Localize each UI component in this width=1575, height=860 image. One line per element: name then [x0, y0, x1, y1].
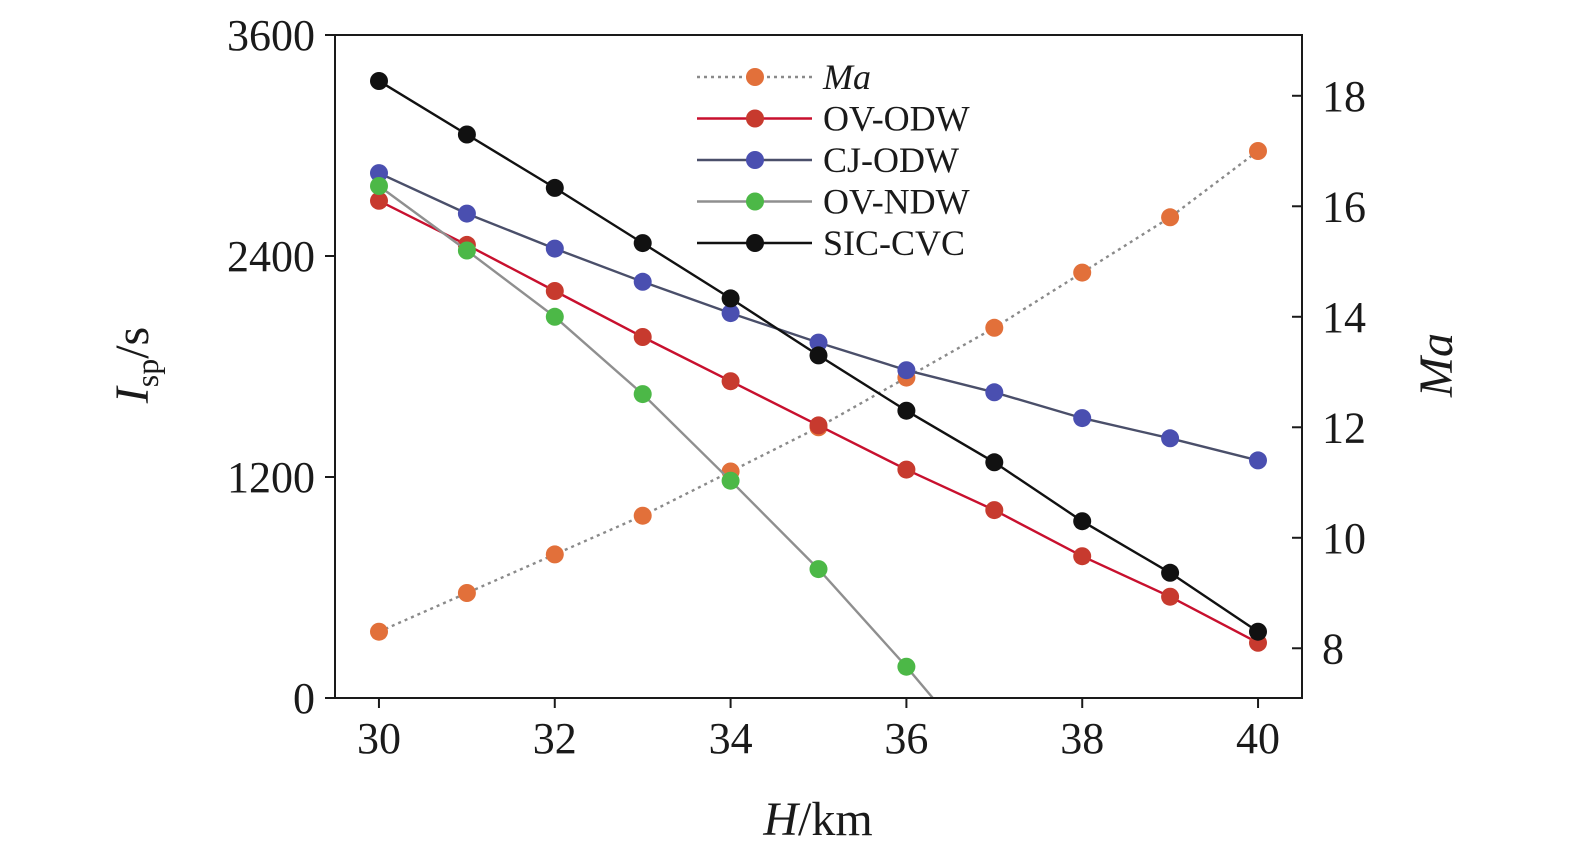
axes-layer: 30 32 34 36 38 40 0 1200 2400 3600 8 10 12 14 16 18	[227, 11, 1366, 763]
x-tick-label: 38	[1060, 714, 1104, 763]
point-ov-ndw-36	[897, 657, 916, 676]
x-axis-title: H/km	[762, 793, 872, 846]
y2-tick-label: 18	[1322, 72, 1366, 121]
point-cj-odw-39	[1161, 429, 1180, 448]
point-ma-40	[1249, 142, 1267, 160]
point-sic-cvc-38	[1073, 512, 1092, 531]
point-sic-cvc-30	[370, 72, 388, 90]
legend-marker-ma	[746, 68, 764, 86]
series-layer	[370, 72, 1267, 699]
point-sic-cvc-34	[721, 289, 740, 308]
point-ov-odw-39	[1161, 587, 1180, 606]
y-tick-label: 1200	[227, 453, 315, 502]
legend-marker-sic-cvc	[746, 234, 764, 252]
legend-item-ov-ndw: OV-NDW	[697, 182, 970, 222]
x-tick-label: 34	[709, 714, 753, 763]
point-ma-33	[633, 506, 652, 525]
y2-tick-label: 14	[1322, 293, 1366, 342]
legend-marker-cj-odw	[746, 151, 764, 169]
point-cj-odw-37	[985, 383, 1004, 402]
point-ov-odw-35	[809, 416, 828, 435]
series-ov-ndw	[370, 177, 934, 699]
point-ov-ndw-32	[545, 307, 564, 326]
point-cj-odw-33	[633, 272, 652, 291]
point-ov-odw-36	[897, 460, 916, 479]
legend-label-cj-odw: CJ-ODW	[823, 140, 959, 180]
point-sic-cvc-39	[1161, 563, 1180, 582]
point-cj-odw-31	[457, 204, 476, 223]
point-ov-ndw-35	[809, 560, 828, 579]
point-sic-cvc-37	[985, 453, 1004, 472]
point-ov-ndw-30	[370, 177, 388, 195]
y-tick-label: 0	[293, 674, 315, 723]
point-sic-cvc-35	[809, 346, 828, 365]
point-cj-odw-36	[897, 361, 916, 380]
point-ov-odw-37	[985, 501, 1004, 520]
point-ov-odw-38	[1073, 547, 1092, 566]
point-ma-38	[1073, 263, 1092, 282]
point-ma-31	[457, 584, 476, 602]
point-ov-odw-32	[545, 282, 564, 300]
legend-item-ov-odw: OV-ODW	[697, 99, 970, 139]
x-tick-label: 40	[1236, 714, 1280, 763]
y2-tick-label: 16	[1322, 182, 1366, 231]
y2-tick-label: 10	[1322, 514, 1366, 563]
point-ov-odw-34	[721, 372, 740, 391]
point-sic-cvc-33	[633, 234, 652, 253]
point-ov-ndw-33	[633, 385, 652, 404]
point-cj-odw-40	[1249, 451, 1267, 470]
legend-label-sic-cvc: SIC-CVC	[823, 223, 965, 263]
legend-label-ov-ndw: OV-NDW	[823, 182, 970, 222]
point-ma-39	[1161, 208, 1180, 227]
point-cj-odw-30	[370, 164, 388, 183]
legend-label-ov-odw: OV-ODW	[823, 99, 970, 139]
y2-tick-label: 8	[1322, 624, 1344, 673]
legend-item-sic-cvc: SIC-CVC	[697, 223, 965, 263]
point-cj-odw-32	[545, 239, 564, 258]
point-sic-cvc-31	[457, 125, 476, 144]
point-sic-cvc-36	[897, 401, 916, 420]
y-tick-label: 3600	[227, 11, 315, 60]
point-cj-odw-35	[809, 333, 828, 352]
y2-tick-label: 12	[1322, 403, 1366, 452]
plot-frame	[334, 34, 1303, 699]
y2-axis-title: Ma	[1410, 333, 1463, 398]
x-tick-label: 36	[884, 714, 928, 763]
point-ov-ndw-34	[721, 471, 740, 490]
series-line-ov-ndw	[378, 185, 934, 699]
point-ma-37	[985, 318, 1004, 337]
point-ma-32	[545, 545, 564, 564]
y-axis-title: Isp/s	[106, 327, 165, 404]
legend-marker-ov-ndw	[746, 192, 764, 211]
point-ov-odw-33	[633, 328, 652, 346]
x-tick-label: 32	[533, 714, 577, 763]
point-ov-odw-30	[370, 191, 388, 210]
point-cj-odw-38	[1073, 409, 1092, 428]
series-sic-cvc	[370, 72, 1267, 641]
series-line-ma	[378, 150, 1259, 633]
point-sic-cvc-32	[545, 178, 564, 197]
series-cj-odw	[370, 164, 1267, 470]
legend-label-ma: Ma	[822, 57, 871, 97]
series-ov-odw	[370, 191, 1267, 652]
point-cj-odw-34	[721, 304, 740, 323]
x-tick-label: 30	[357, 714, 401, 763]
legend-item-ma: Ma	[697, 57, 871, 97]
point-sic-cvc-40	[1249, 622, 1267, 641]
point-ma-30	[370, 622, 388, 641]
y-tick-label: 2400	[227, 232, 315, 281]
legend-item-cj-odw: CJ-ODW	[697, 140, 959, 180]
legend-marker-ov-odw	[746, 109, 764, 128]
point-ov-ndw-31	[457, 241, 476, 260]
